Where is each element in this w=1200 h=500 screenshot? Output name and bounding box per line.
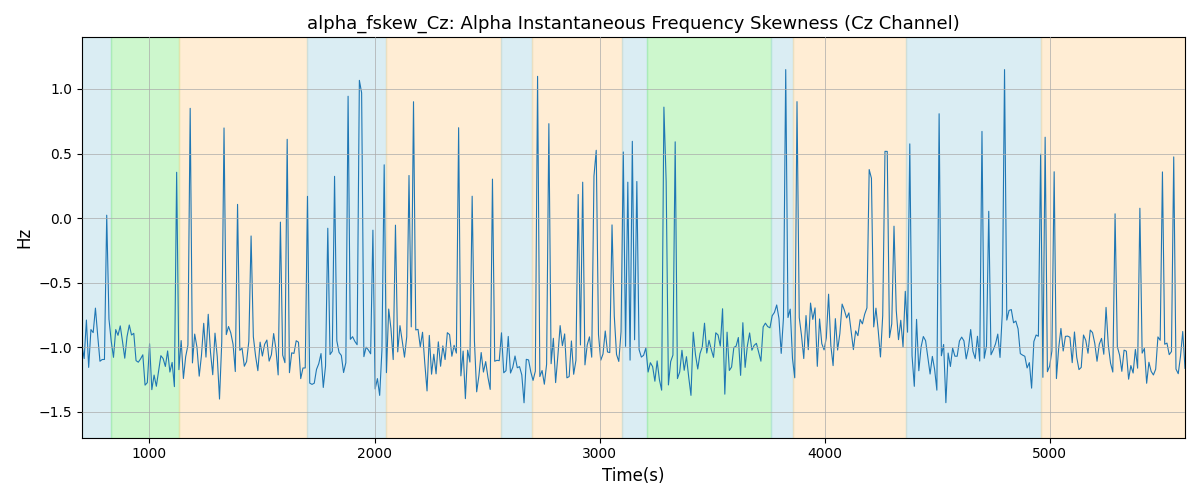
Bar	[112, 38, 179, 438]
Bar	[1040, 38, 1184, 438]
Bar	[647, 38, 770, 438]
Bar	[793, 38, 906, 438]
X-axis label: Time(s): Time(s)	[602, 467, 665, 485]
Bar	[770, 38, 793, 438]
Bar	[532, 38, 622, 438]
Title: alpha_fskew_Cz: Alpha Instantaneous Frequency Skewness (Cz Channel): alpha_fskew_Cz: Alpha Instantaneous Freq…	[307, 15, 960, 34]
Bar	[386, 38, 500, 438]
Bar	[622, 38, 647, 438]
Bar	[906, 38, 1040, 438]
Bar	[82, 38, 112, 438]
Bar	[307, 38, 386, 438]
Bar	[179, 38, 307, 438]
Bar	[500, 38, 532, 438]
Y-axis label: Hz: Hz	[14, 227, 32, 248]
